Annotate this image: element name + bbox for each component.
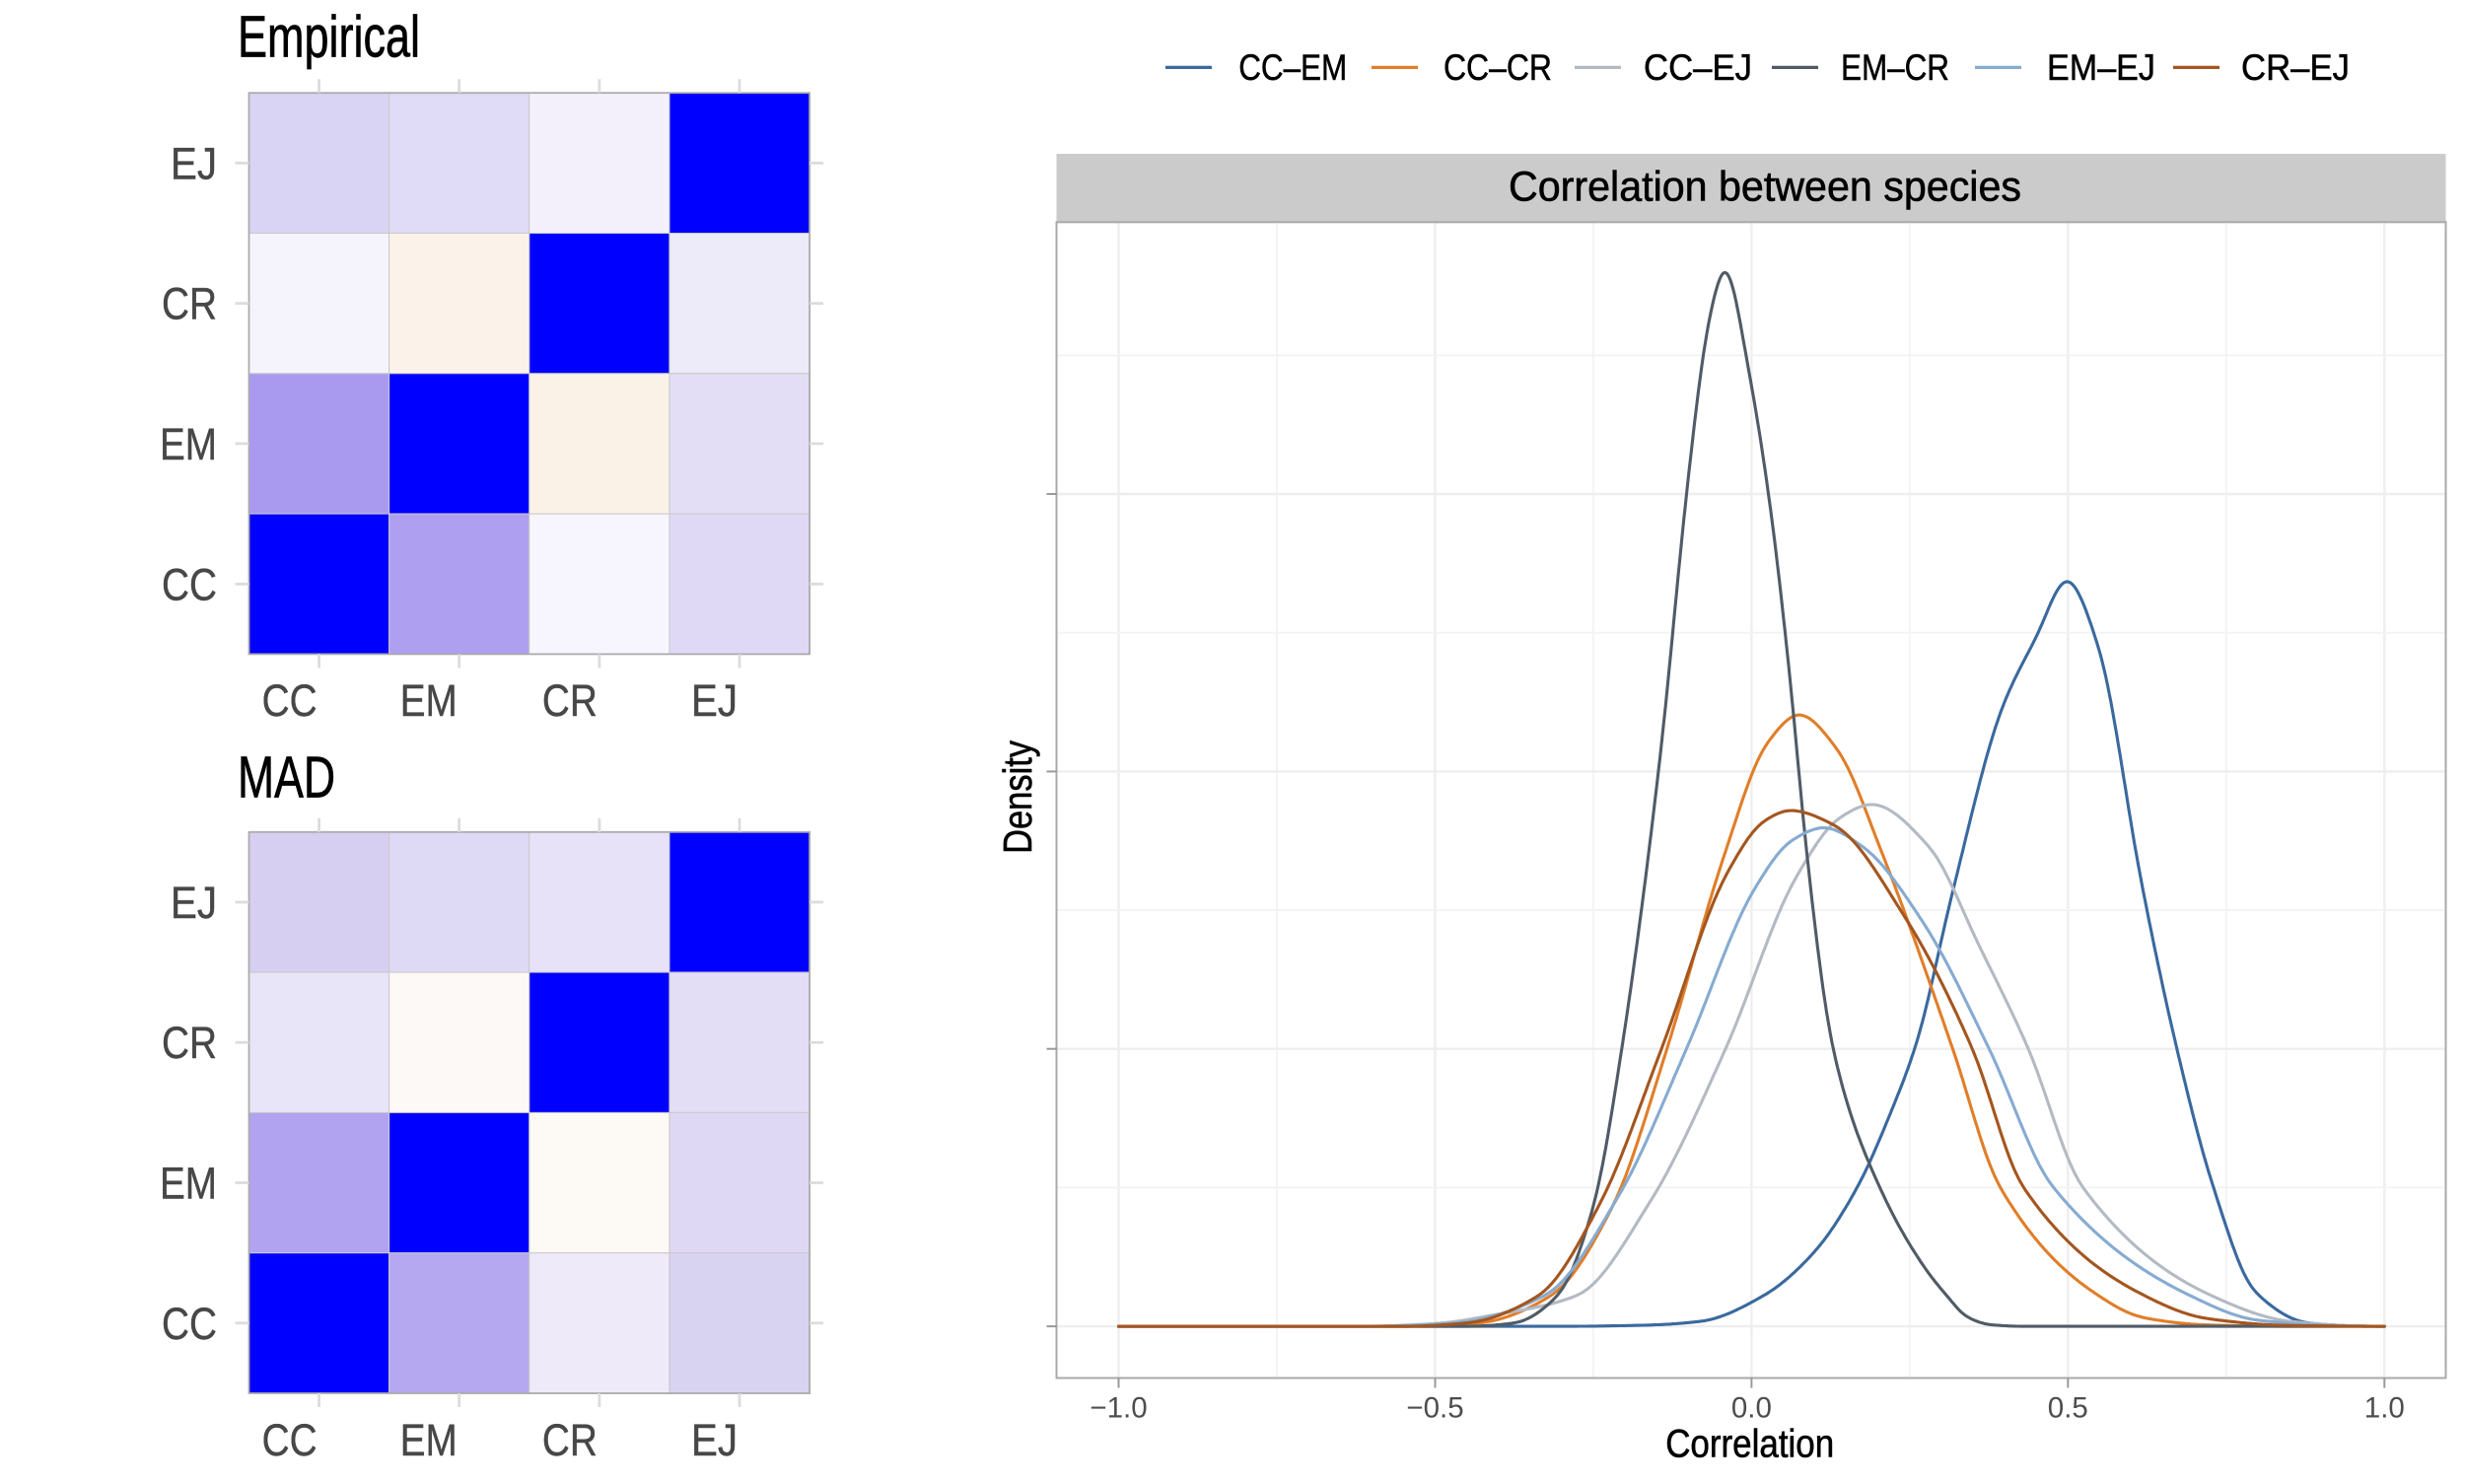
svg-text:CC–EJ: CC–EJ — [1644, 47, 1752, 88]
svg-text:EM: EM — [160, 1159, 217, 1209]
svg-text:EM: EM — [160, 419, 217, 469]
svg-text:CR–EJ: CR–EJ — [2241, 47, 2350, 88]
svg-text:CC: CC — [262, 1415, 317, 1465]
svg-text:CR: CR — [162, 279, 217, 329]
svg-text:MAD: MAD — [238, 744, 335, 810]
svg-text:0.5: 0.5 — [2048, 1391, 2088, 1424]
svg-text:−1.0: −1.0 — [1090, 1391, 1147, 1424]
svg-text:CC: CC — [162, 559, 217, 609]
svg-text:CR: CR — [542, 675, 598, 726]
svg-text:CC: CC — [162, 1299, 217, 1349]
svg-text:CC–CR: CC–CR — [1444, 47, 1552, 88]
svg-text:EJ: EJ — [171, 138, 217, 188]
svg-text:EJ: EJ — [171, 878, 217, 928]
svg-text:EM: EM — [400, 1415, 458, 1465]
svg-text:Correlation between species: Correlation between species — [1509, 164, 2021, 211]
svg-text:CC: CC — [262, 675, 317, 726]
svg-text:EM–CR: EM–CR — [1841, 47, 1949, 88]
svg-text:Empirical: Empirical — [238, 5, 420, 70]
svg-text:1.0: 1.0 — [2364, 1391, 2405, 1424]
svg-text:0.0: 0.0 — [1731, 1391, 1772, 1424]
svg-text:EJ: EJ — [691, 675, 738, 726]
svg-text:EM: EM — [400, 675, 458, 726]
svg-text:EM–EJ: EM–EJ — [2047, 47, 2155, 88]
svg-text:Correlation: Correlation — [1665, 1422, 1834, 1465]
svg-text:Density: Density — [995, 740, 1040, 853]
svg-text:EJ: EJ — [691, 1415, 738, 1465]
svg-text:−0.5: −0.5 — [1406, 1391, 1463, 1424]
svg-text:CR: CR — [542, 1415, 598, 1465]
svg-text:CC–EM: CC–EM — [1238, 47, 1347, 88]
svg-text:CR: CR — [162, 1018, 217, 1068]
